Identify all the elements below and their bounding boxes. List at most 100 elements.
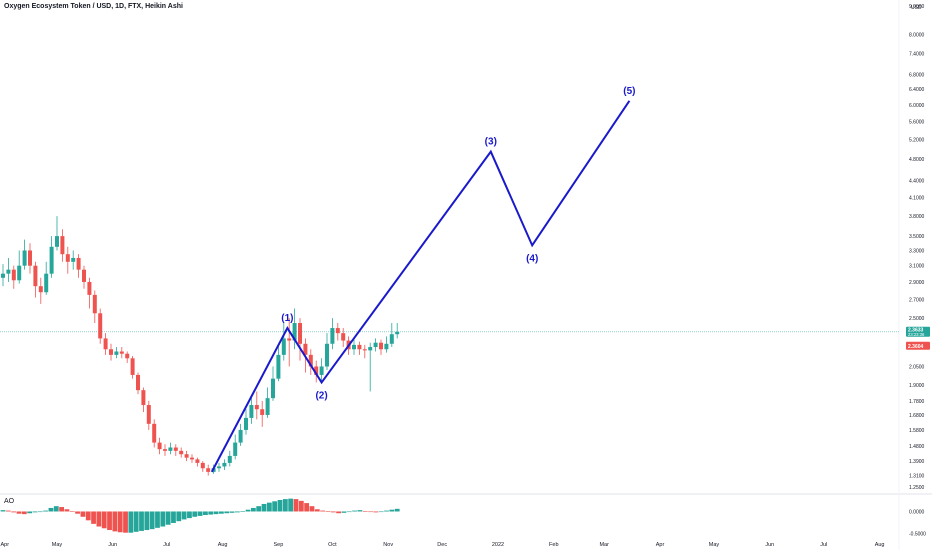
- wave-label: (2): [315, 390, 327, 401]
- candle-body: [319, 366, 324, 375]
- candle: [292, 308, 297, 350]
- ao-bar: [282, 499, 288, 512]
- ao-bar: [101, 511, 107, 529]
- ao-bar: [11, 511, 17, 513]
- candle: [319, 358, 324, 382]
- price-tick-label: 8.0000: [909, 33, 925, 39]
- candle-body: [157, 442, 162, 450]
- candle-body: [168, 447, 173, 451]
- candle-body: [227, 455, 232, 463]
- candle-body: [92, 294, 97, 314]
- candle-body: [281, 338, 286, 355]
- candle: [384, 336, 389, 353]
- ao-bar: [160, 511, 166, 527]
- candle: [173, 444, 178, 456]
- candle: [276, 343, 281, 382]
- candle: [195, 457, 200, 467]
- ao-bar: [96, 511, 102, 527]
- price-tick-label: 4.4000: [909, 178, 925, 184]
- candle-body: [130, 358, 135, 375]
- candle: [92, 290, 97, 324]
- candle: [49, 236, 54, 278]
- ao-bar: [250, 507, 256, 512]
- price-tick-label: 1.6800: [909, 413, 925, 419]
- ao-bar: [192, 511, 198, 517]
- candle: [298, 318, 302, 361]
- candle: [395, 323, 400, 339]
- candle-body: [65, 254, 70, 262]
- candle: [357, 341, 362, 355]
- candle: [55, 216, 59, 251]
- ao-bar: [325, 511, 331, 512]
- ao-bar: [224, 511, 230, 514]
- ao-bar: [336, 511, 341, 514]
- date-tick-label: 2022: [492, 542, 504, 548]
- candle: [206, 464, 211, 476]
- candle-body: [379, 342, 383, 350]
- ao-bar: [298, 500, 304, 512]
- candle: [146, 400, 151, 430]
- ao-bar: [181, 511, 187, 520]
- candle: [28, 243, 32, 274]
- candle-body: [55, 236, 59, 247]
- candles: [1, 216, 400, 476]
- wave-label: (4): [526, 253, 538, 264]
- candle-body: [233, 442, 238, 456]
- candle: [103, 333, 108, 355]
- ao-bar: [5, 510, 11, 512]
- date-tick-label: Sep: [274, 542, 284, 548]
- price-tick-label: 6.0000: [909, 103, 925, 109]
- candle: [184, 450, 189, 462]
- price-tick-label: 1.3900: [909, 459, 925, 465]
- candle-body: [200, 462, 205, 469]
- candle: [389, 323, 394, 348]
- candle: [82, 265, 86, 289]
- candle-body: [87, 281, 92, 295]
- candle: [281, 323, 286, 361]
- candle-body: [195, 459, 200, 463]
- candle: [244, 409, 248, 435]
- candle-body: [60, 236, 65, 255]
- date-tick-label: Aug: [218, 542, 228, 548]
- ao-indicator-label: AO: [4, 498, 15, 505]
- price-tick-label: 1.9000: [909, 383, 925, 389]
- ao-bar: [288, 498, 294, 512]
- ao-bar: [261, 503, 267, 512]
- ao-histogram: [0, 498, 400, 533]
- candle-body: [265, 398, 270, 415]
- ao-bar: [133, 511, 139, 532]
- candle: [33, 261, 38, 298]
- candle-body: [314, 366, 319, 375]
- candle-body: [28, 250, 32, 266]
- candle: [65, 246, 70, 274]
- price-tick-label: 1.3100: [909, 474, 925, 480]
- price-tick-label: 1.7800: [909, 399, 925, 405]
- candle: [125, 351, 130, 363]
- ao-bar: [208, 511, 214, 515]
- currency-label: USD: [911, 5, 922, 11]
- candle: [168, 442, 173, 455]
- candle-body: [287, 338, 292, 341]
- candle-body: [384, 343, 389, 350]
- ao-bar: [107, 511, 112, 531]
- candle: [119, 347, 124, 359]
- open-price-tag: [906, 341, 930, 350]
- candle-body: [335, 328, 340, 334]
- candle-body: [98, 313, 103, 339]
- candle: [217, 462, 221, 472]
- candle-body: [341, 333, 346, 341]
- candle-body: [33, 265, 38, 287]
- candle-body: [362, 349, 367, 351]
- ao-bar: [330, 511, 336, 513]
- candle-body: [222, 462, 227, 467]
- ao-bar: [213, 511, 219, 515]
- ao-bar: [48, 507, 54, 512]
- ao-bar: [346, 511, 352, 513]
- price-tick-label: 7.4000: [909, 52, 925, 58]
- candle: [314, 360, 319, 383]
- candle-body: [276, 354, 281, 379]
- candle: [60, 229, 65, 262]
- ao-tick-label: 0.0000: [909, 509, 925, 515]
